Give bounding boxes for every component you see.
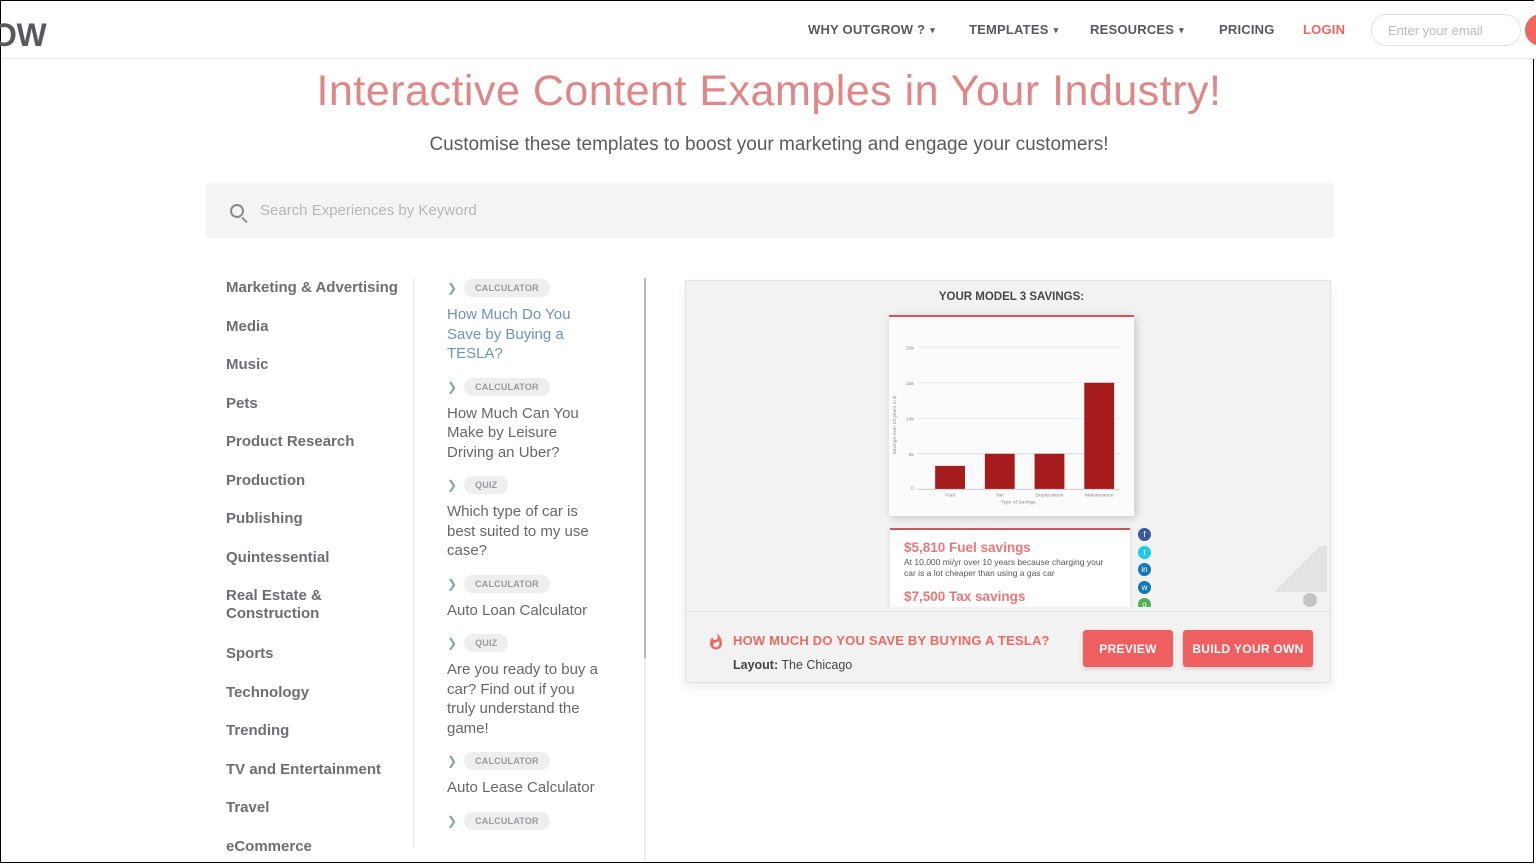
svg-text:15k: 15k <box>906 381 915 387</box>
svg-text:5k: 5k <box>909 452 915 458</box>
svg-text:Savings over 10 years in $: Savings over 10 years in $ <box>892 396 898 455</box>
svg-text:Type of Savings: Type of Savings <box>1001 499 1037 505</box>
svg-text:10k: 10k <box>906 416 915 422</box>
svg-text:Depreciation: Depreciation <box>1036 492 1064 498</box>
svg-text:0: 0 <box>911 485 914 491</box>
svg-text:Fuel: Fuel <box>945 492 955 498</box>
svg-text:Maintenance: Maintenance <box>1085 492 1114 498</box>
svg-text:Tax: Tax <box>996 492 1004 498</box>
svg-text:20k: 20k <box>906 345 915 351</box>
